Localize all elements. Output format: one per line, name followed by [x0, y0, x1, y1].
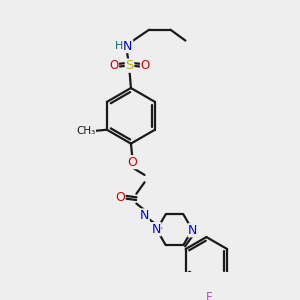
Text: F: F [206, 291, 212, 300]
Text: CH₃: CH₃ [76, 126, 95, 136]
Text: S: S [125, 59, 134, 72]
Text: O: O [128, 156, 137, 169]
Text: N: N [123, 40, 133, 52]
Text: O: O [115, 191, 125, 204]
Text: H: H [115, 41, 123, 51]
Text: O: O [109, 58, 119, 72]
Text: N: N [152, 223, 161, 236]
Text: N: N [140, 209, 149, 222]
Text: O: O [141, 58, 150, 72]
Text: N: N [188, 224, 197, 237]
